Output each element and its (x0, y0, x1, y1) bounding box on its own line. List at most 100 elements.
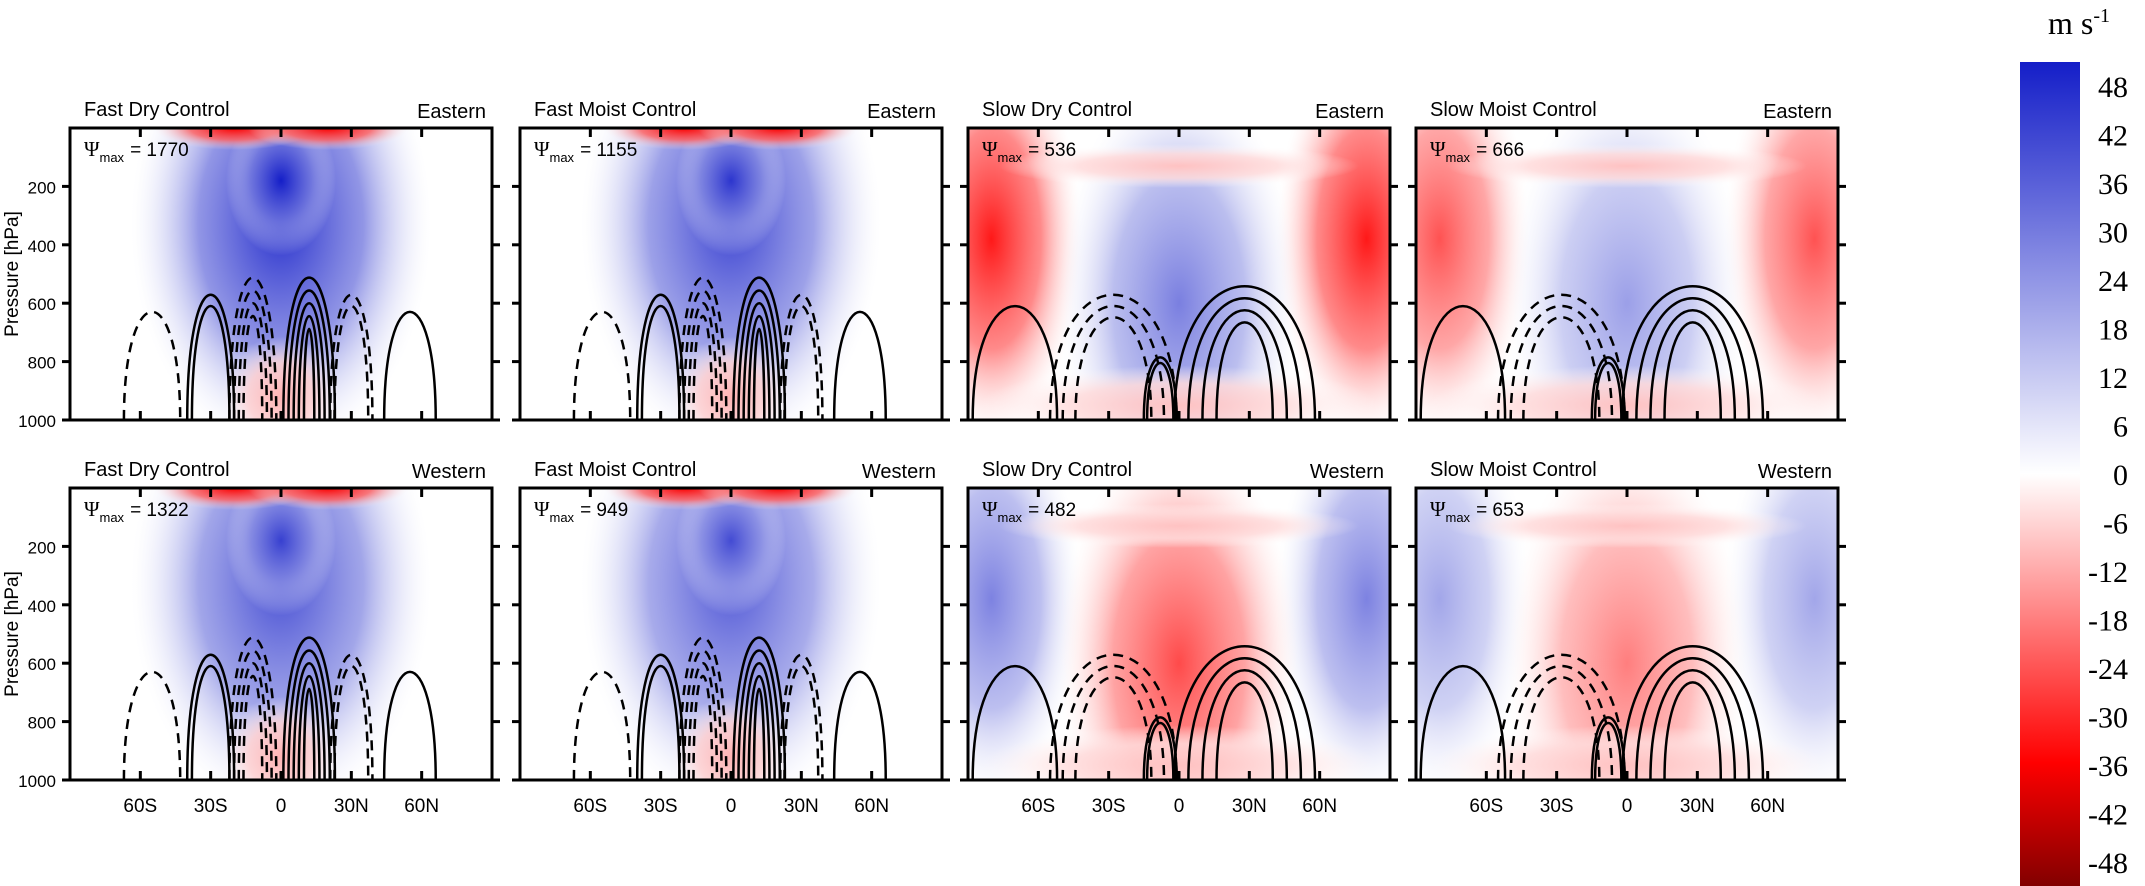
panels-layer: Fast Dry Control Eastern Ψmax = 1770 200 400 6… (2, 99, 1846, 817)
x-tick-label: 30S (194, 796, 228, 817)
psi-max-label: Ψmax = 1770 (84, 137, 189, 165)
surface-band (979, 725, 1379, 780)
colorbar-tick-label: 12 (2098, 362, 2128, 395)
contour-cell-positive (1621, 285, 1765, 420)
contour-cell-positive (971, 304, 1059, 420)
contour-cell-negative (242, 674, 264, 780)
psi-symbol: Ψ (534, 137, 550, 161)
colorbar-tick-label: 48 (2098, 71, 2128, 104)
psi-max-label: Ψmax = 666 (1430, 137, 1524, 165)
contour-cell-negative (328, 653, 374, 780)
contour-cell-positive (287, 649, 332, 780)
wind-field (520, 128, 942, 420)
contour-cell-positive (190, 305, 231, 420)
axis-ticks (1408, 128, 1846, 422)
surface-westerly (221, 336, 341, 420)
x-tick-label: 60N (854, 796, 889, 817)
contour-cell-negative (228, 276, 278, 420)
wind-field (968, 488, 1390, 780)
x-tick-label: 0 (276, 796, 287, 817)
upper-band (999, 143, 1359, 188)
jet-core (676, 488, 786, 616)
contour-cell-negative (778, 653, 824, 780)
streamfunction-contours (971, 645, 1317, 780)
contour-cell-positive (1145, 361, 1175, 420)
jet-core (226, 128, 336, 256)
contour-cell-negative (232, 289, 273, 420)
center (1507, 128, 1747, 420)
contour-cell-positive (752, 687, 766, 780)
colorbar-unit: m s-1 (2048, 5, 2110, 41)
contour-cell-positive (382, 670, 437, 780)
contour-cell-positive (832, 310, 887, 420)
contour-cell-negative (678, 276, 728, 420)
streamfunction-contours (122, 276, 437, 420)
psi-max-value: = 482 (1028, 500, 1076, 521)
contour-cell-positive (1187, 657, 1303, 780)
contour-cell-positive (292, 662, 326, 780)
streamfunction-contours (572, 636, 887, 780)
colorbar-tick-label: 30 (2098, 217, 2128, 250)
surface-band (979, 365, 1379, 420)
upper-band (1447, 143, 1807, 188)
colorbar-tick-label: 36 (2098, 168, 2128, 201)
x-tick-label: 30N (1232, 796, 1267, 817)
panel-7: Slow Dry Control Western Ψmax = 482 60S 30S 0 3… (960, 459, 1398, 817)
contour-cell-negative (242, 314, 264, 420)
contour-cell-negative (1509, 665, 1614, 780)
contour-cell-positive (1593, 721, 1623, 780)
panel-region: Western (862, 461, 936, 483)
contour-cell-positive (1635, 657, 1751, 780)
psi-symbol: Ψ (982, 137, 998, 161)
wind-field (70, 488, 492, 780)
contour-cell-negative (692, 674, 714, 780)
panel-title: Slow Moist Control (1430, 459, 1597, 481)
panel-region: Western (412, 461, 486, 483)
colorbar-tick-label: -6 (2103, 507, 2128, 540)
psi-subscript: max (550, 150, 575, 165)
psi-max-value: = 1322 (130, 500, 189, 521)
x-tick-label: 0 (1174, 796, 1185, 817)
psi-symbol: Ψ (534, 497, 550, 521)
contour-cell-positive (302, 687, 316, 780)
easterly-jet (581, 488, 881, 780)
contour-cell-positive (1663, 321, 1723, 420)
psi-max-value: = 536 (1028, 140, 1076, 161)
contour-cell-positive (640, 305, 681, 420)
psi-subscript: max (1446, 510, 1471, 525)
panel-title: Slow Dry Control (982, 459, 1132, 481)
side-left (968, 128, 1082, 420)
contour-cell-positive (1590, 716, 1626, 780)
x-tick-label: 60N (404, 796, 439, 817)
easterly-jet (131, 488, 431, 780)
panel-1: Fast Dry Control Eastern Ψmax = 1770 200 400 6… (2, 99, 500, 431)
colorbar-tick-label: -42 (2088, 798, 2128, 831)
contour-cell-positive (1663, 681, 1723, 780)
panel-5: Fast Dry Control Western Ψmax = 1322 200 400 6… (2, 459, 500, 817)
contour-cell-positive (1173, 285, 1317, 420)
wind-field (520, 488, 942, 780)
contour-cell-positive (1419, 304, 1507, 420)
streamfunction-contours (1419, 645, 1765, 780)
x-tick-label: 30S (644, 796, 678, 817)
contour-cell-negative (682, 289, 723, 420)
psi-subscript: max (100, 150, 125, 165)
colorbar-tick-label: -36 (2088, 750, 2128, 783)
contour-cell-positive (282, 636, 337, 780)
upper-band (1447, 503, 1807, 548)
axis-ticks (960, 488, 1398, 782)
side-left (1416, 128, 1530, 420)
colorbar-tick-label: -24 (2088, 653, 2128, 686)
contour-cell-positive (737, 649, 782, 780)
psi-max-label: Ψmax = 1322 (84, 497, 189, 525)
contour-cell-positive (640, 665, 681, 780)
axis-ticks (512, 128, 950, 422)
contour-cell-positive (732, 276, 787, 420)
contour-cell-negative (1048, 293, 1178, 420)
center (1059, 488, 1299, 780)
contour-cell-positive (635, 653, 686, 780)
y-tick-label: 400 (28, 237, 56, 256)
panel-region: Eastern (1315, 101, 1384, 123)
panel-2: Fast Moist Control Eastern Ψmax = 1155 (512, 99, 950, 422)
contour-cell-positive (1593, 361, 1623, 420)
